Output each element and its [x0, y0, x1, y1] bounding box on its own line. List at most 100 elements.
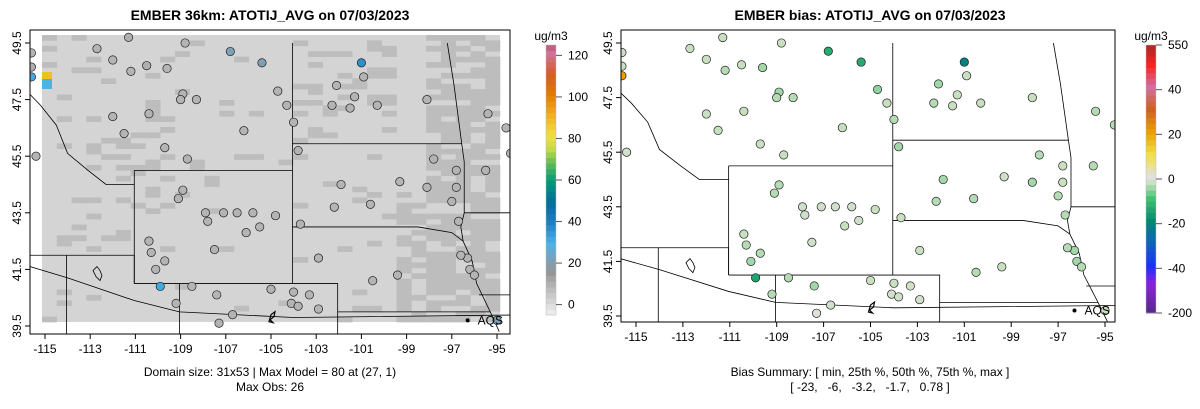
x-tick-label: -107 [812, 330, 836, 344]
station-marker [126, 66, 136, 76]
station-marker [218, 208, 229, 218]
model-grid-cell [485, 257, 501, 263]
station-marker [826, 300, 836, 310]
y-tick-label: 43.5 [601, 195, 615, 219]
state-boundary [621, 247, 730, 276]
model-grid-cell [396, 208, 412, 214]
colorbar-tick-label: -20 [1168, 217, 1186, 231]
y-tick-label: 47.5 [10, 88, 24, 112]
model-grid-cell [337, 105, 353, 112]
model-grid-cell [174, 51, 191, 57]
station-marker [108, 55, 118, 65]
model-grid-cell [145, 72, 161, 79]
station-marker [701, 54, 711, 64]
model-grid-cell [455, 186, 471, 193]
state-boundary [30, 93, 135, 185]
model-grid-cell [440, 51, 456, 57]
model-grid-cell [56, 94, 72, 101]
station-marker [1058, 161, 1068, 171]
model-grid-cell [86, 164, 102, 171]
model-grid-cell [470, 197, 486, 204]
model-grid-cell [204, 175, 220, 182]
station-marker [173, 194, 183, 204]
colorbar-swatch [1146, 156, 1156, 163]
model-grid-cell [101, 235, 117, 242]
model-grid-cell [470, 143, 486, 150]
model-grid-cell [455, 83, 471, 90]
model-grid-cell [426, 110, 442, 117]
colorbar-tick-label: 80 [568, 131, 582, 145]
model-grid-cell [307, 83, 324, 90]
model-grid-cell [367, 192, 383, 198]
model-grid-cell [307, 99, 324, 106]
model-grid-cell [426, 197, 442, 204]
model-grid-cell [101, 154, 117, 160]
model-grid-cell [470, 246, 486, 252]
model-grid-cell [426, 316, 442, 323]
model-grid-cell [115, 175, 131, 182]
model-grid-cell [219, 110, 235, 117]
model-grid-cell [455, 94, 471, 101]
model-grid-cell [322, 132, 338, 139]
state-boundary [30, 266, 510, 318]
model-grid-cell [101, 78, 117, 85]
colorbar-swatch [1146, 173, 1156, 180]
colorbar-swatch [546, 112, 556, 119]
station-marker [905, 281, 915, 291]
colorbar-swatch [1146, 251, 1156, 258]
colorbar-swatch [1146, 167, 1156, 174]
state-boundary [892, 274, 941, 322]
colorbar-swatch [1146, 257, 1156, 264]
station-marker [894, 142, 904, 152]
colorbar-swatch [1146, 45, 1156, 52]
state-boundary [30, 254, 135, 284]
model-grid-cell [455, 273, 471, 279]
station-marker [241, 228, 251, 238]
model-grid-cell [470, 311, 486, 317]
model-grid-cell [470, 67, 486, 74]
station-marker [621, 48, 627, 58]
bias-colorbar: 550 40 20 0 -20 -40 -200 [1145, 38, 1192, 320]
station-marker [212, 290, 222, 300]
colorbar-tick-label: -200 [1168, 306, 1192, 320]
model-grid-cell [115, 235, 131, 242]
model-grid-cell [485, 278, 501, 285]
station-marker [755, 248, 765, 258]
model-grid-cell [470, 257, 486, 263]
model-grid-cell [411, 311, 427, 317]
model-grid-cell [367, 154, 383, 160]
model-grid-cell [352, 78, 368, 85]
model-grid-cell [307, 89, 324, 95]
model-grid-cell [485, 186, 501, 193]
model-grid-cell [455, 137, 471, 144]
y-tick-label: 41.5 [10, 257, 24, 281]
model-grid-cell [42, 35, 58, 41]
model-grid-cell [204, 208, 220, 214]
plot-frame [620, 29, 1116, 323]
aqs-legend-dot [465, 318, 470, 323]
station-marker [948, 101, 958, 111]
colorbar-swatch [546, 45, 556, 52]
y-tick-label: 39.5 [10, 314, 24, 338]
station-marker [865, 275, 876, 286]
model-grid-cell [455, 219, 471, 225]
station-marker [422, 182, 432, 192]
colorbar-swatch [1146, 56, 1156, 63]
colorbar-swatch [1146, 195, 1156, 202]
colorbar-tick-label: 120 [568, 48, 588, 62]
colorbar-swatch [546, 208, 556, 215]
model-grid-cell [485, 89, 501, 95]
model-grid-cell [426, 235, 442, 242]
x-tick-label: -109 [765, 330, 789, 344]
colorbar-swatch [1146, 151, 1156, 158]
model-grid-cell [174, 284, 191, 290]
colorbar-swatch [546, 275, 556, 282]
colorbar-swatch [546, 219, 556, 226]
station-marker [313, 304, 324, 314]
y-tick-label: 39.5 [601, 304, 615, 328]
model-grid-cell [307, 127, 324, 133]
station-marker [492, 315, 502, 325]
model-grid-cell [189, 159, 205, 166]
model-grid-cell [56, 240, 72, 247]
model-grid-cell [440, 278, 456, 285]
